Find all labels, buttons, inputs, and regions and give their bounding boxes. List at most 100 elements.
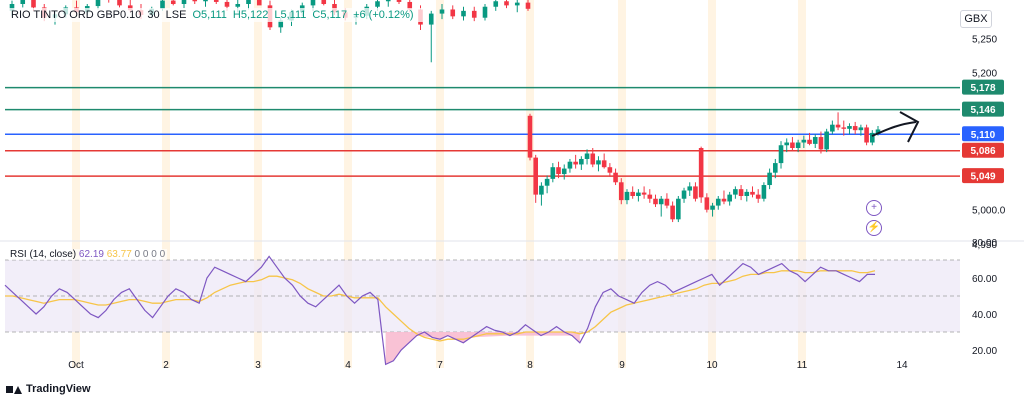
annotation-arrow [871, 111, 920, 143]
candle-body-95 [790, 142, 795, 148]
candle-body-41 [450, 9, 456, 17]
candle-body-35 [385, 0, 391, 2]
candle-body-88 [750, 191, 755, 195]
candle-body-8 [95, 0, 101, 7]
symbol-header: RIO TINTO ORD GBP0.10 30 LSE O5,111 H5,122 L5… [8, 8, 423, 22]
candle-body-25 [278, 20, 284, 28]
candle-body-23 [256, 0, 262, 6]
candle-body-49 [527, 115, 533, 158]
candle-body-45 [493, 1, 499, 7]
symbol-name[interactable]: RIO TINTO ORD GBP0.10 [11, 9, 142, 21]
candle-body-101 [824, 131, 829, 150]
candle-body-55 [561, 168, 567, 175]
candle-body-14 [160, 0, 165, 9]
candle-body-84 [727, 194, 732, 202]
session-band-8 [798, 0, 806, 368]
rsi-tick-1: 60.00 [972, 274, 997, 285]
plus-circle-icon[interactable]: + [866, 200, 882, 216]
x-tick-3: 4 [345, 360, 351, 371]
session-band-5 [526, 0, 534, 368]
candle-body-89 [755, 194, 761, 199]
candle-body-19 [213, 0, 219, 2]
level-label-3: 5,086 [970, 146, 995, 157]
open-value: O5,111 [192, 9, 227, 21]
candle-body-81 [710, 205, 715, 210]
candle-body-76 [681, 190, 687, 199]
x-tick-0: Oct [68, 360, 84, 371]
candle-body-62 [601, 160, 607, 168]
candle-body-61 [596, 160, 601, 165]
candle-body-39 [428, 13, 434, 25]
currency-badge[interactable]: GBX [960, 10, 992, 28]
candle-body-103 [835, 124, 841, 128]
rsi-oversold-fill [385, 332, 580, 365]
candle-body-18 [203, 0, 208, 2]
x-tick-7: 10 [706, 360, 718, 371]
candle-body-83 [721, 198, 727, 202]
candle-body-106 [852, 126, 858, 131]
candle-body-34 [375, 1, 380, 7]
candle-body-47 [514, 2, 520, 6]
candle-body-78 [693, 186, 698, 199]
candle-body-10 [117, 0, 122, 6]
session-band-0 [72, 0, 80, 368]
candle-body-21 [235, 4, 241, 7]
x-tick-6: 9 [619, 360, 625, 371]
candle-body-63 [607, 167, 613, 173]
candle-body-87 [744, 191, 750, 196]
high-value: H5,122 [232, 9, 269, 21]
x-tick-2: 3 [255, 360, 261, 371]
candle-body-56 [567, 161, 573, 169]
candle-body-58 [579, 158, 584, 165]
candle-body-79 [698, 148, 704, 198]
candle-body-11 [127, 5, 133, 11]
candle-body-22 [246, 0, 251, 4]
rsi-ma-line [5, 270, 876, 342]
rsi-na-values: 0 0 0 0 [134, 249, 166, 260]
candle-body-100 [818, 137, 824, 150]
interval-label: 30 [147, 9, 160, 21]
candle-body-20 [224, 1, 230, 7]
level-label-1: 5,146 [970, 105, 995, 116]
candle-body-51 [539, 185, 544, 195]
candle-body-105 [847, 126, 852, 129]
candle-body-86 [738, 189, 744, 196]
candle-body-0 [9, 4, 15, 11]
candle-body-68 [636, 192, 641, 196]
candle-body-66 [624, 191, 630, 201]
level-label-0: 5,178 [970, 83, 995, 94]
lightning-circle-icon[interactable]: ⚡ [866, 220, 882, 236]
candle-body-102 [830, 124, 835, 132]
x-tick-8: 11 [797, 360, 808, 371]
candle-body-59 [584, 153, 590, 159]
candle-body-94 [784, 142, 790, 146]
candle-body-104 [841, 127, 847, 129]
session-band-4 [436, 0, 444, 368]
candle-body-46 [504, 1, 509, 6]
candle-body-29 [321, 0, 327, 4]
candle-body-72 [658, 198, 664, 205]
exchange-label: LSE [165, 9, 187, 21]
close-value: C5,117 [312, 9, 348, 21]
candle-body-109 [869, 132, 875, 143]
candle-body-44 [482, 6, 488, 18]
candle-body-17 [192, 0, 198, 2]
candle-body-48 [525, 2, 531, 9]
level-badge-3 [962, 142, 1004, 158]
price-tick-0: 5,250 [972, 34, 997, 45]
rsi-legend[interactable]: RSI (14, close) 62.19 63.77 0 0 0 0 [8, 249, 168, 260]
session-band-7 [708, 0, 716, 368]
candle-body-71 [653, 198, 658, 205]
candle-body-74 [670, 205, 675, 220]
rsi-indicator-name: RSI (14, close) [10, 249, 77, 260]
candle-body-28 [310, 0, 316, 6]
tradingview-brand[interactable]: TradingView [6, 383, 91, 395]
rsi-ma-value: 63.77 [106, 249, 132, 260]
candle-body-37 [407, 1, 413, 10]
candle-body-98 [807, 139, 812, 144]
candle-body-93 [778, 145, 784, 164]
tradingview-logo-icon [6, 385, 22, 394]
session-band-3 [344, 0, 352, 368]
